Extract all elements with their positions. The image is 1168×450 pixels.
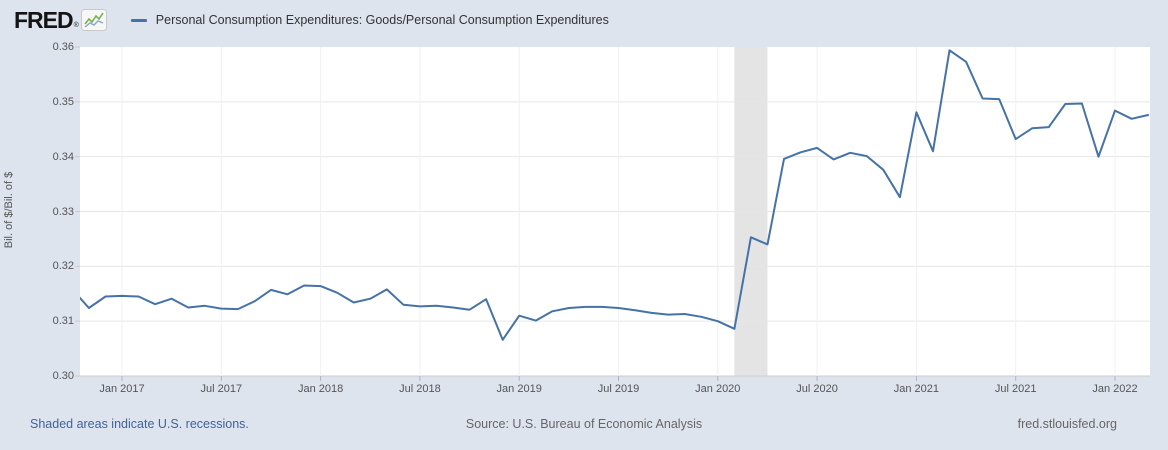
y-tick-label: 0.30 xyxy=(52,370,74,382)
series-title: Personal Consumption Expenditures: Goods… xyxy=(155,13,609,27)
x-tick-label: Jan 2018 xyxy=(297,383,344,395)
x-tick-label: Jan 2017 xyxy=(99,383,145,395)
x-tick-label: Jul 2021 xyxy=(994,383,1037,395)
y-tick-label: 0.35 xyxy=(52,95,74,108)
y-tick-label: 0.31 xyxy=(52,315,74,328)
y-tick-label: 0.36 xyxy=(52,41,74,53)
recession-note-link[interactable]: Shaded areas indicate U.S. recessions. xyxy=(30,417,249,431)
fred-logo-text: FRED xyxy=(14,7,74,33)
y-axis-title: Bil. of $/Bil. of $ xyxy=(3,171,15,249)
x-tick-label: Jan 2020 xyxy=(695,383,741,395)
x-tick-label: Jul 2019 xyxy=(597,383,640,395)
site-url-text: fred.stlouisfed.org xyxy=(1017,417,1117,431)
x-tick-label: Jan 2022 xyxy=(1092,383,1138,395)
y-tick-label: 0.32 xyxy=(52,260,74,273)
legend-line-marker xyxy=(130,18,147,22)
registered-mark: ® xyxy=(73,22,79,29)
x-tick-label: Jan 2021 xyxy=(893,383,940,395)
x-tick-label: Jan 2019 xyxy=(496,383,542,395)
data-line[interactable] xyxy=(72,49,1150,341)
y-tick-label: 0.33 xyxy=(52,205,74,218)
x-tick-label: Jul 2020 xyxy=(796,383,838,395)
x-tick-label: Jul 2017 xyxy=(200,383,243,395)
x-tick-label: Jul 2018 xyxy=(399,383,441,395)
source-text: Source: U.S. Bureau of Economic Analysis xyxy=(465,417,703,431)
fred-logo-chart-icon xyxy=(80,9,107,31)
graph-footer: Shaded areas indicate U.S. recessions. S… xyxy=(0,417,1168,437)
graph-header: FRED ® Personal Consumption Expenditures… xyxy=(0,0,1168,40)
y-tick-label: 0.34 xyxy=(52,150,74,163)
fred-logo[interactable]: FRED ® xyxy=(14,7,107,33)
